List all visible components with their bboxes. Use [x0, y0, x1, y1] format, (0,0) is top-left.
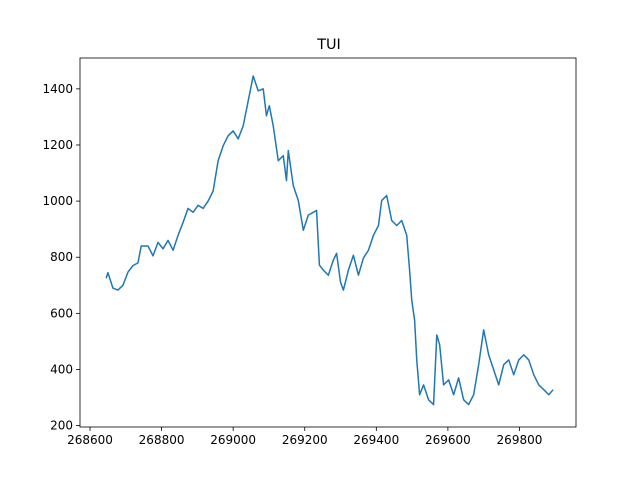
y-tick-label: 1000 — [42, 194, 73, 208]
series-line — [105, 75, 554, 406]
y-tick-label: 800 — [50, 250, 73, 264]
y-tick-label: 200 — [50, 419, 73, 433]
x-tick-label: 269200 — [282, 433, 328, 447]
y-tick-label: 400 — [50, 362, 73, 376]
x-tick-label: 269600 — [425, 433, 471, 447]
plot-frame — [79, 57, 577, 428]
x-tick-label: 269000 — [210, 433, 256, 447]
x-tick-label: 269800 — [497, 433, 543, 447]
x-tick-label: 268800 — [139, 433, 185, 447]
y-tick-label: 1200 — [42, 138, 73, 152]
x-tick-label: 268600 — [67, 433, 113, 447]
y-tick-label: 1400 — [42, 82, 73, 96]
chart-title: TUI — [316, 37, 341, 53]
x-tick-label: 269400 — [353, 433, 399, 447]
y-tick-label: 600 — [50, 306, 73, 320]
